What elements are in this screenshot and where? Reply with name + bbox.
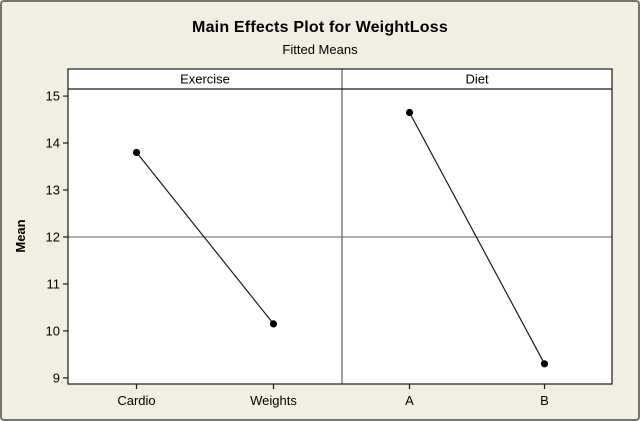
y-tick-label: 14 [46,136,60,151]
chart-title: Main Effects Plot for WeightLoss [192,19,448,36]
y-tick-label: 13 [46,182,60,197]
plot-frame [67,68,613,385]
x-tick-label: Cardio [117,393,155,408]
y-tick-label: 12 [46,229,60,244]
panel-header-label: Diet [465,72,489,87]
x-tick-label: Weights [250,393,297,408]
series-line [136,152,274,325]
y-tick-label: 10 [46,323,60,338]
x-tick-label: A [405,393,414,408]
data-point [540,360,549,368]
plot-area [68,69,612,384]
y-tick-label: 9 [53,370,60,385]
y-tick-label: 11 [47,276,61,291]
data-point [269,320,278,328]
y-tick-label: 15 [46,89,60,104]
chart-subtitle: Fitted Means [282,42,358,57]
series-line [408,112,546,365]
data-point [405,108,414,117]
panel-header-label: Exercise [180,72,230,87]
data-point [132,148,141,157]
x-tick-label: B [540,393,549,408]
